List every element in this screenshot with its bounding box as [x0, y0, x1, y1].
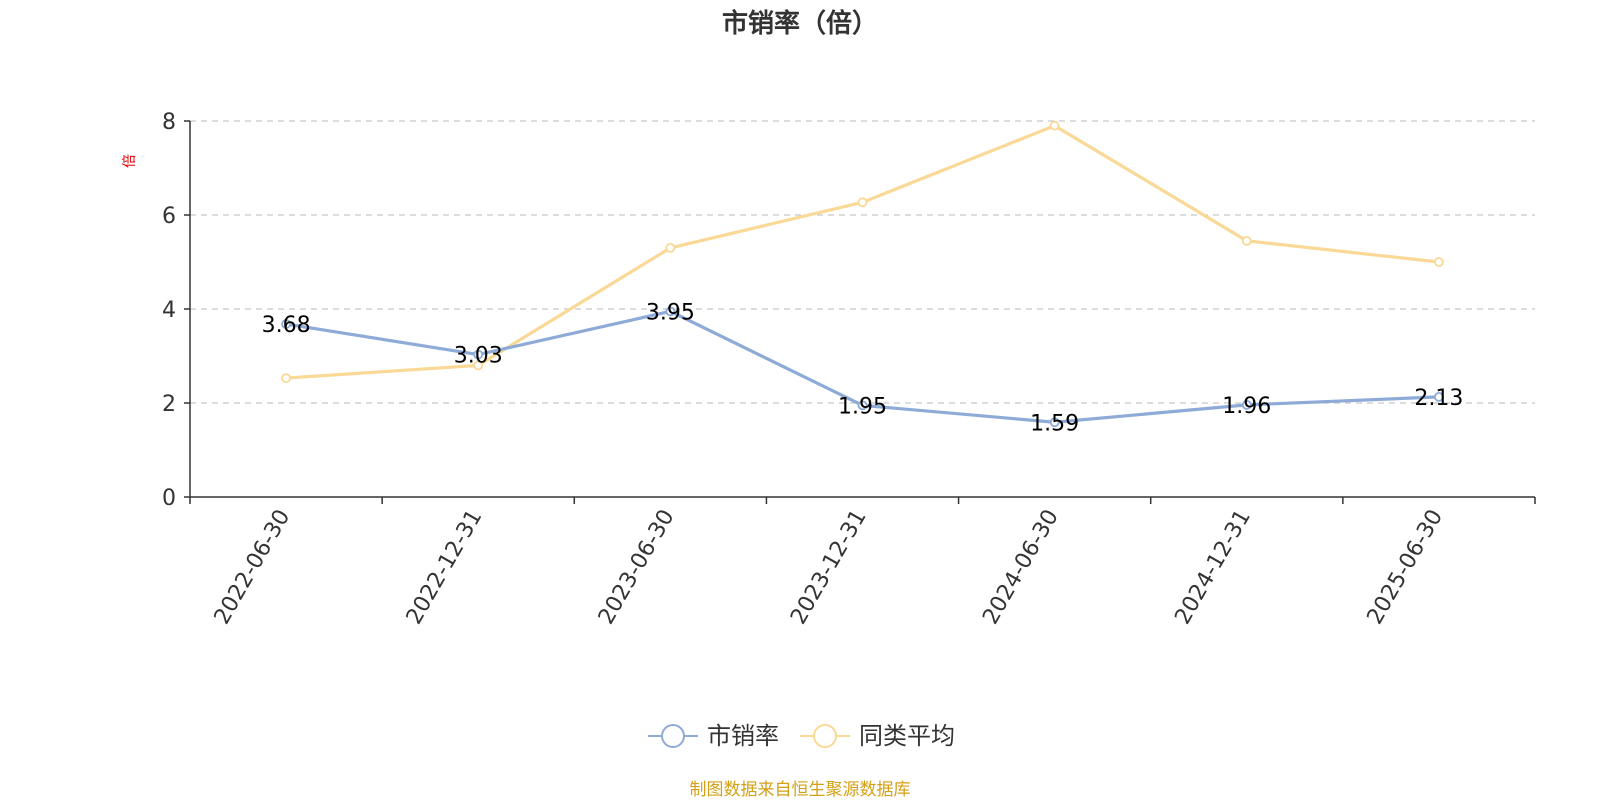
data-label: 1.95: [838, 394, 887, 419]
y-axis-unit: 倍: [122, 154, 138, 168]
x-tick-label: 2025-06-30: [1363, 506, 1449, 629]
axes: [184, 120, 1536, 504]
legend-marker-icon: [661, 724, 685, 748]
series-line: [285, 124, 1440, 380]
legend-marker-icon: [813, 724, 837, 748]
data-label: 2.13: [1414, 386, 1463, 411]
x-tick-label: 2022-12-31: [402, 506, 488, 629]
legend[interactable]: 市销率 同类平均: [648, 722, 955, 750]
data-label: 3.68: [262, 313, 311, 338]
legend-label: 同类平均: [859, 722, 955, 750]
data-label: 3.03: [454, 344, 503, 369]
data-point[interactable]: [857, 400, 868, 411]
legend-label: 市销率: [707, 722, 779, 750]
x-tick-label: 2024-06-30: [978, 506, 1064, 629]
source-note: 制图数据来自恒生聚源数据库: [690, 780, 911, 800]
data-point[interactable]: [1434, 257, 1444, 267]
series-layer: [281, 120, 1444, 428]
data-point[interactable]: [1241, 235, 1252, 246]
y-tick-label: 8: [162, 110, 176, 135]
y-tick-label: 6: [162, 204, 176, 229]
data-point[interactable]: [665, 242, 676, 253]
data-point[interactable]: [857, 197, 868, 208]
gridlines: [190, 120, 1535, 404]
x-tick-label: 2024-12-31: [1170, 506, 1256, 629]
chart-title: 市销率（倍）: [722, 8, 878, 39]
legend-item[interactable]: 市销率: [648, 722, 779, 750]
data-point[interactable]: [1049, 417, 1060, 428]
y-tick-label: 2: [162, 392, 176, 417]
y-tick-label: 4: [162, 298, 176, 323]
data-label: 1.96: [1222, 394, 1271, 419]
y-axis-ticks: 0 2 4 6 8: [162, 110, 176, 511]
data-point[interactable]: [281, 373, 291, 383]
x-axis-ticks: 2022-06-30 2022-12-31 2023-06-30 2023-12-31…: [210, 506, 1448, 629]
data-label: 1.59: [1030, 411, 1079, 436]
x-tick-label: 2023-06-30: [594, 506, 680, 629]
data-labels: 3.68 3.03 3.95 1.95 1.59 1.96 2.13: [262, 300, 1464, 436]
legend-item[interactable]: 同类平均: [800, 722, 955, 750]
data-point[interactable]: [281, 319, 291, 329]
data-label: 3.95: [646, 300, 695, 325]
data-point[interactable]: [1049, 120, 1060, 131]
data-point[interactable]: [1434, 391, 1444, 402]
data-point[interactable]: [473, 360, 484, 371]
x-tick-label: 2023-12-31: [786, 506, 872, 629]
data-point[interactable]: [665, 306, 676, 317]
y-tick-label: 0: [162, 486, 176, 511]
data-point[interactable]: [473, 349, 484, 360]
x-tick-label: 2022-06-30: [210, 506, 296, 629]
data-point[interactable]: [1241, 399, 1252, 410]
